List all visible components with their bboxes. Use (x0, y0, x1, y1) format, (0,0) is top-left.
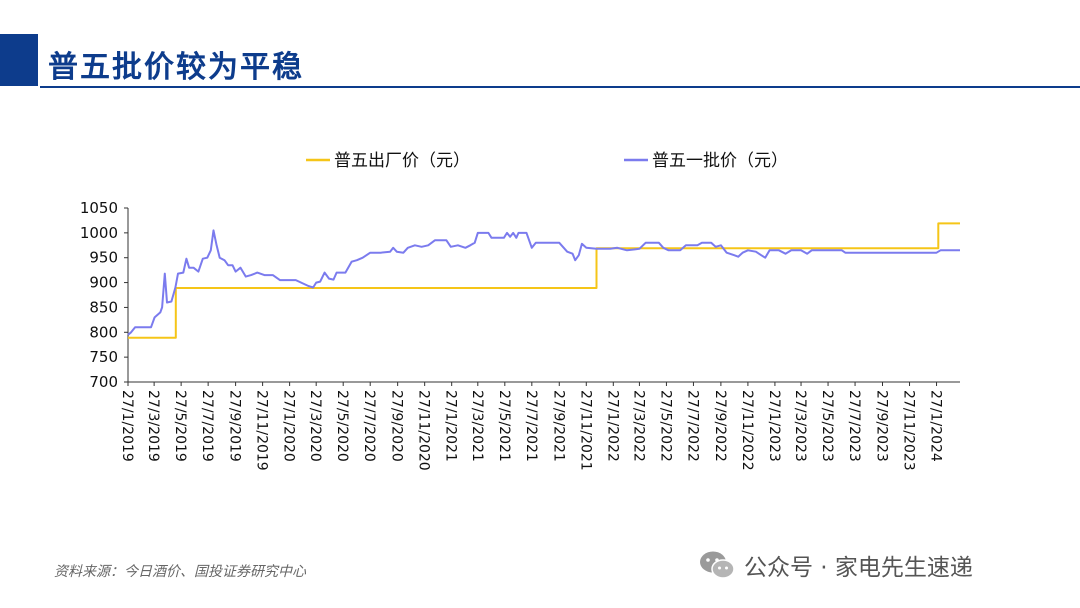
x-tick-label: 27/5/2022 (657, 390, 673, 462)
y-tick-label: 900 (89, 274, 118, 292)
y-tick-label: 1050 (80, 199, 118, 217)
x-tick-label: 27/9/2020 (389, 390, 405, 462)
x-tick-label: 27/3/2023 (792, 390, 808, 462)
x-tick-label: 27/5/2023 (819, 390, 835, 462)
y-tick-label: 800 (89, 323, 118, 341)
legend-label-factory-price: 普五出厂价（元） (334, 151, 470, 171)
x-tick-label: 27/9/2019 (227, 390, 243, 462)
x-tick-label: 27/7/2023 (846, 390, 862, 462)
x-tick-label: 27/5/2021 (496, 390, 512, 462)
series-line-factory-price (128, 222, 960, 339)
x-tick-label: 27/1/2021 (443, 390, 459, 462)
y-tick-label: 1000 (80, 224, 118, 242)
x-tick-label: 27/7/2019 (199, 390, 215, 462)
x-tick-label: 27/7/2022 (684, 390, 700, 462)
source-note: 资料来源：今日酒价、国投证券研究中心 (54, 564, 306, 580)
x-tick-label: 27/11/2022 (739, 390, 755, 471)
x-tick-label: 27/1/2023 (766, 390, 782, 462)
x-tick-label: 27/7/2020 (361, 390, 377, 462)
watermark: 公众号 · 家电先生速递 (698, 548, 973, 582)
y-tick-label: 950 (89, 249, 118, 267)
x-tick-label: 27/9/2023 (874, 390, 890, 462)
x-tick-label: 27/5/2019 (172, 390, 188, 462)
x-tick-label: 27/11/2019 (254, 390, 270, 471)
legend-label-wholesale-price: 普五一批价（元） (652, 151, 788, 171)
x-tick-label: 27/1/2019 (119, 390, 135, 462)
x-tick-label: 27/3/2019 (145, 390, 161, 462)
y-tick-label: 700 (89, 373, 118, 391)
x-tick-label: 27/3/2021 (469, 390, 485, 462)
series-line-wholesale-price (127, 229, 960, 336)
x-tick-label: 27/1/2022 (604, 390, 620, 462)
x-tick-label: 27/11/2020 (416, 390, 432, 471)
title-bar: 普五批价较为平稳 (0, 34, 1080, 90)
x-tick-label: 27/11/2023 (901, 390, 917, 471)
x-tick-label: 27/1/2024 (928, 390, 944, 462)
x-tick-label: 27/3/2022 (630, 390, 646, 462)
x-tick-label: 27/7/2021 (523, 390, 539, 462)
x-tick-label: 27/5/2020 (334, 390, 350, 462)
watermark-text: 公众号 · 家电先生速递 (744, 555, 973, 581)
title-underline (40, 86, 1080, 88)
page-title: 普五批价较为平稳 (48, 50, 304, 85)
title-accent-block (0, 34, 38, 86)
x-tick-label: 27/9/2022 (712, 390, 728, 462)
x-tick-label: 27/11/2021 (577, 390, 593, 471)
x-tick-label: 27/9/2021 (550, 390, 566, 462)
y-tick-label: 850 (89, 298, 118, 316)
wechat-icon (700, 551, 735, 579)
x-tick-label: 27/3/2020 (307, 390, 323, 462)
x-tick-label: 27/1/2020 (281, 390, 297, 462)
y-tick-label: 750 (89, 348, 118, 366)
